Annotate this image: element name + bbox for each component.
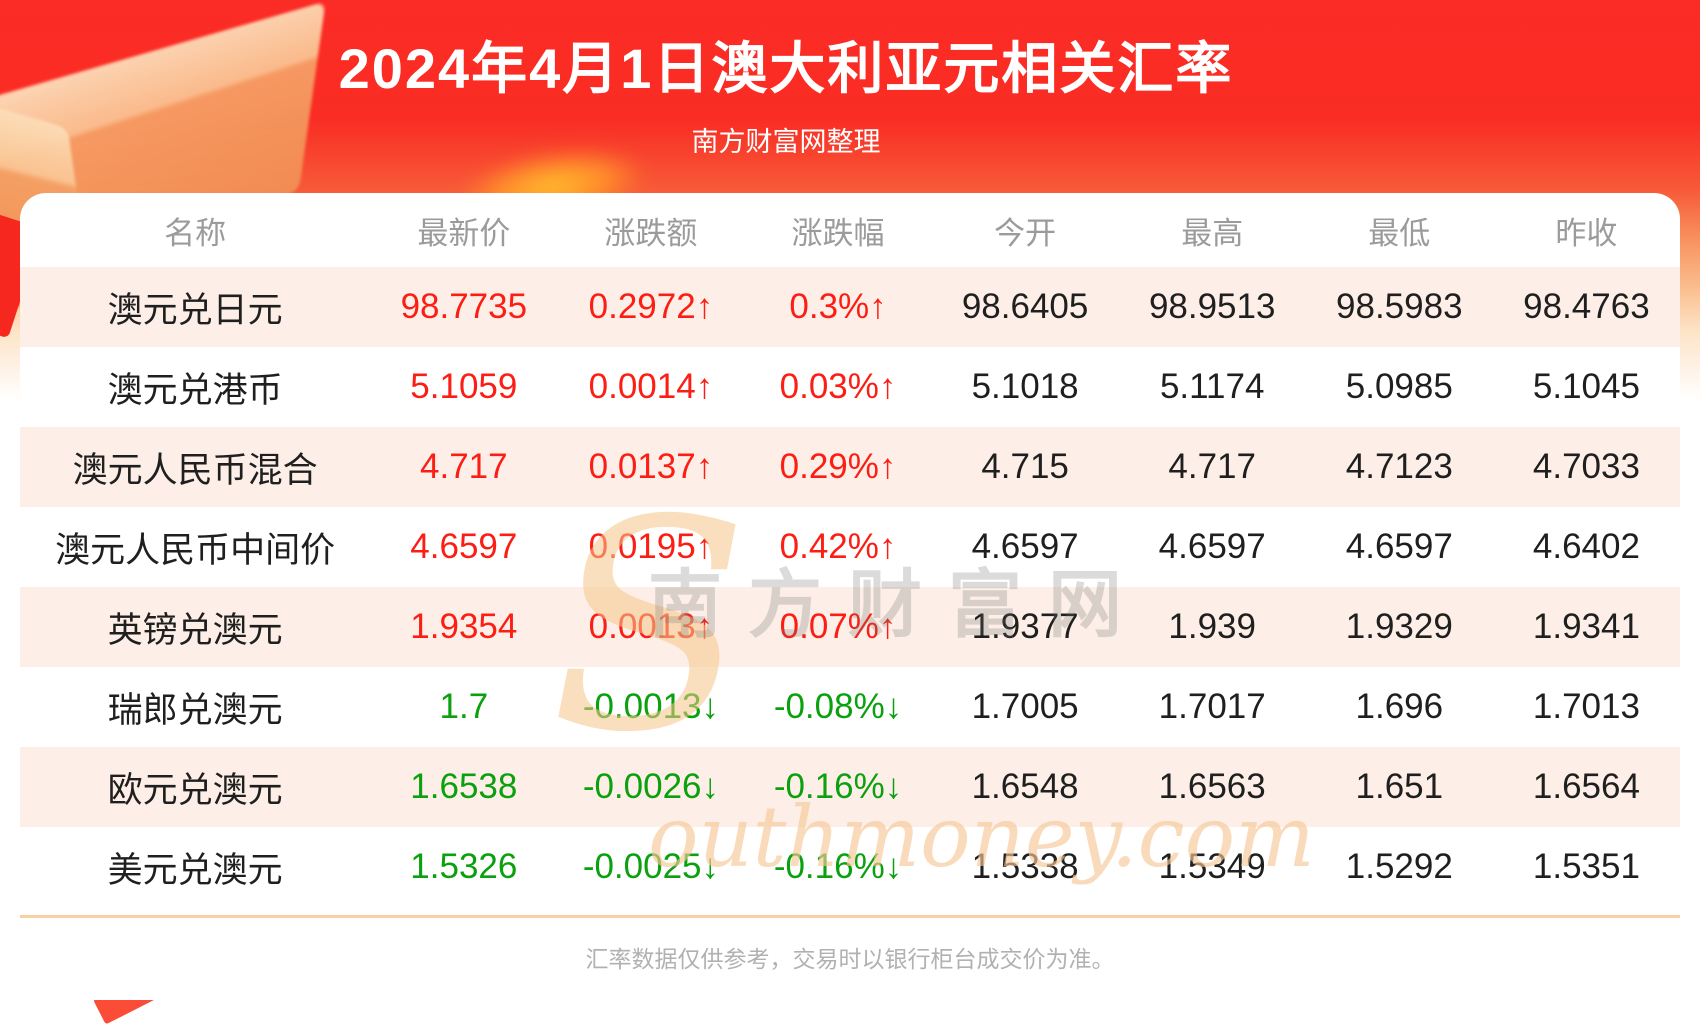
cell-latest: 98.7735 [370, 267, 558, 347]
col-header-latest: 最新价 [417, 215, 511, 251]
cell-name: 美元兑澳元 [107, 850, 283, 890]
cell-prev-close: 4.6402 [1532, 527, 1640, 566]
cell-change-pct: 0.07%↑ [744, 587, 932, 667]
cell-latest: 4.717 [370, 427, 558, 507]
cell-high: 1.5349 [1158, 847, 1266, 886]
col-header-name: 名称 [164, 215, 227, 251]
table-row: 澳元兑日元 98.7735 0.2972↑ 0.3%↑ 98.6405 98.9… [20, 267, 1680, 347]
cell-prev-close: 1.5351 [1532, 847, 1640, 886]
cell-prev-close: 5.1045 [1532, 367, 1640, 406]
table-row: 澳元人民币混合 4.717 0.0137↑ 0.29%↑ 4.715 4.717… [20, 427, 1680, 507]
cell-high: 1.6563 [1118, 747, 1306, 827]
page-title: 2024年4月1日澳大利亚元相关汇率 [338, 37, 1234, 100]
col-header-open: 今开 [994, 215, 1057, 251]
cell-high: 98.9513 [1118, 267, 1306, 347]
cell-change: -0.0025↓ [582, 847, 720, 886]
col-header-prev-close: 昨收 [1555, 215, 1618, 251]
cell-name: 澳元人民币混合 [20, 427, 371, 507]
cell-name: 澳元人民币中间价 [55, 530, 336, 570]
cell-latest: 5.1059 [410, 367, 518, 406]
table-row: 欧元兑澳元 1.6538 -0.0026↓ -0.16%↓ 1.6548 1.6… [20, 747, 1680, 827]
cell-change-pct: 0.03%↑ [779, 367, 897, 406]
cell-name: 瑞郎兑澳元 [107, 690, 283, 730]
cell-change: 0.0195↑ [588, 527, 714, 566]
cell-change: -0.0026↓ [557, 747, 745, 827]
rates-table: 名称 最新价 涨跌额 涨跌幅 今开 最高 最低 昨收 澳元兑日元 98.7735… [20, 193, 1680, 907]
cell-change-pct: -0.16%↓ [744, 747, 932, 827]
cell-low: 1.5292 [1345, 847, 1453, 886]
cell-prev-close: 1.7013 [1532, 687, 1640, 726]
cell-latest: 1.9354 [370, 587, 558, 667]
cell-open: 1.9377 [931, 587, 1119, 667]
cell-open: 4.715 [931, 427, 1119, 507]
cell-low: 98.5983 [1305, 267, 1493, 347]
table-row: 澳元兑港币 5.1059 0.0014↑ 0.03%↑ 5.1018 5.117… [20, 347, 1680, 427]
cell-change-pct: 0.3%↑ [744, 267, 932, 347]
cell-change: -0.0013↓ [582, 687, 720, 726]
col-header-change: 涨跌额 [604, 215, 698, 251]
cell-change-pct: -0.16%↓ [773, 847, 903, 886]
table-row: 瑞郎兑澳元 1.7 -0.0013↓ -0.08%↓ 1.7005 1.7017… [20, 667, 1680, 747]
cell-prev-close: 98.4763 [1492, 267, 1680, 347]
cell-open: 98.6405 [931, 267, 1119, 347]
cell-change: 0.0014↑ [588, 367, 714, 406]
footer-note: 汇率数据仅供参考，交易时以银行柜台成交价为准。 [585, 946, 1115, 972]
cell-latest: 4.6597 [410, 527, 518, 566]
cell-high: 1.939 [1118, 587, 1306, 667]
cell-open: 1.5338 [971, 847, 1079, 886]
cell-prev-close: 1.6564 [1492, 747, 1680, 827]
col-header-low: 最低 [1368, 215, 1431, 251]
col-header-change-pct: 涨跌幅 [791, 215, 885, 251]
cell-name: 澳元兑港币 [107, 370, 283, 410]
cell-change: 0.2972↑ [557, 267, 745, 347]
col-header-high: 最高 [1181, 215, 1244, 251]
cell-name: 欧元兑澳元 [20, 747, 371, 827]
cell-high: 5.1174 [1159, 367, 1265, 406]
cell-change-pct: 0.42%↑ [779, 527, 897, 566]
cell-change-pct: -0.08%↓ [773, 687, 903, 726]
cell-low: 1.651 [1305, 747, 1493, 827]
header-banner: 2024年4月1日澳大利亚元相关汇率 南方财富网整理 [0, 0, 1572, 159]
cell-high: 4.6597 [1158, 527, 1266, 566]
cell-latest: 1.6538 [370, 747, 558, 827]
cell-low: 4.6597 [1345, 527, 1453, 566]
cell-low: 1.696 [1355, 687, 1444, 726]
table-row: 美元兑澳元 1.5326 -0.0025↓ -0.16%↓ 1.5338 1.5… [20, 827, 1680, 907]
cell-name: 澳元兑日元 [20, 267, 371, 347]
footer-divider [20, 915, 1680, 918]
cell-open: 5.1018 [971, 367, 1079, 406]
cell-latest: 1.5326 [410, 847, 518, 886]
cell-low: 4.7123 [1305, 427, 1493, 507]
table-header-row: 名称 最新价 涨跌额 涨跌幅 今开 最高 最低 昨收 [20, 193, 1680, 267]
page-subtitle: 南方财富网整理 [691, 127, 881, 157]
cell-high: 4.717 [1118, 427, 1306, 507]
cell-change: 0.0013↑ [557, 587, 745, 667]
cell-latest: 1.7 [439, 687, 489, 726]
cell-name: 英镑兑澳元 [20, 587, 371, 667]
cell-open: 4.6597 [971, 527, 1079, 566]
table-row: 英镑兑澳元 1.9354 0.0013↑ 0.07%↑ 1.9377 1.939… [20, 587, 1680, 667]
rates-card: 名称 最新价 涨跌额 涨跌幅 今开 最高 最低 昨收 澳元兑日元 98.7735… [20, 193, 1680, 1000]
rates-table-body: 澳元兑日元 98.7735 0.2972↑ 0.3%↑ 98.6405 98.9… [20, 267, 1680, 907]
cell-open: 1.6548 [931, 747, 1119, 827]
cell-prev-close: 1.9341 [1492, 587, 1680, 667]
cell-low: 5.0985 [1345, 367, 1453, 406]
cell-high: 1.7017 [1158, 687, 1266, 726]
cell-low: 1.9329 [1305, 587, 1493, 667]
table-row: 澳元人民币中间价 4.6597 0.0195↑ 0.42%↑ 4.6597 4.… [20, 507, 1680, 587]
cell-open: 1.7005 [971, 687, 1079, 726]
cell-change-pct: 0.29%↑ [744, 427, 932, 507]
cell-prev-close: 4.7033 [1492, 427, 1680, 507]
cell-change: 0.0137↑ [557, 427, 745, 507]
